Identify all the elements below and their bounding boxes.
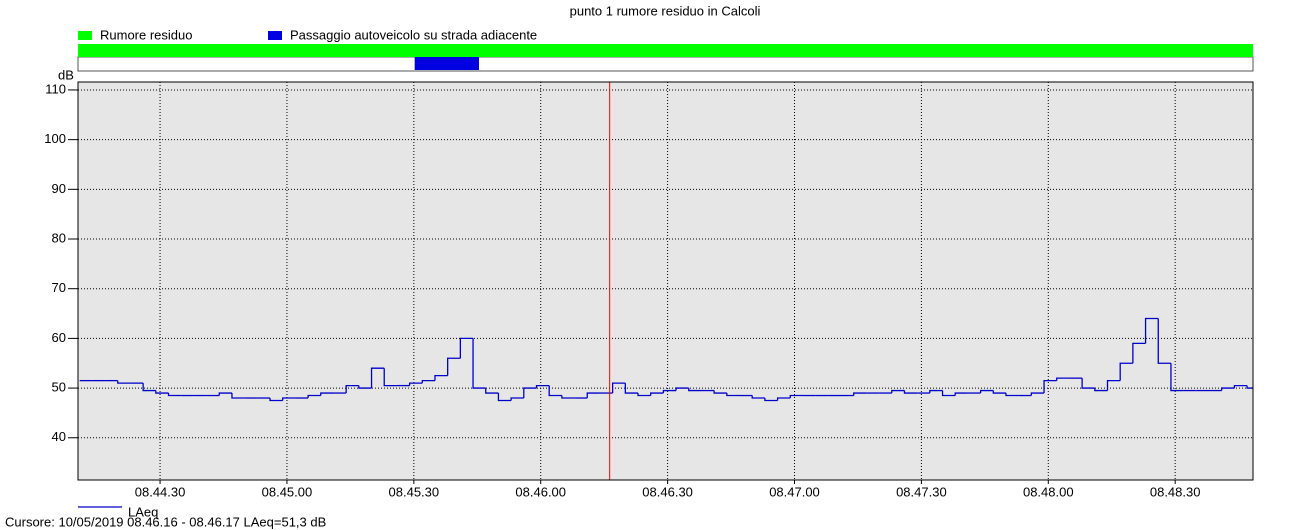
event-bar <box>78 44 1253 57</box>
chart-title: punto 1 rumore residuo in Calcoli <box>570 3 761 18</box>
line-step <box>1246 385 1253 389</box>
plot-area <box>77 81 1254 481</box>
line-step <box>586 392 600 399</box>
line-step <box>561 395 575 399</box>
line-step <box>358 385 372 389</box>
line-step <box>764 398 778 402</box>
line-step <box>891 389 905 394</box>
line-step <box>307 394 321 399</box>
line-step <box>1005 393 1019 397</box>
line-step <box>497 393 512 402</box>
line-step <box>535 384 550 389</box>
line-step <box>282 397 296 401</box>
legend-label: LAeq <box>128 504 158 519</box>
line-step <box>789 394 803 399</box>
line-step <box>434 375 448 381</box>
x-tick-label: 08.47.00 <box>769 484 820 499</box>
event-legend-swatch <box>78 31 92 40</box>
line-step <box>726 393 740 397</box>
line-step <box>167 393 182 397</box>
line-step <box>142 383 156 392</box>
line-step <box>751 395 765 399</box>
line-step <box>1119 362 1133 381</box>
line-step <box>218 392 232 396</box>
line-step <box>383 368 397 387</box>
line-step <box>320 392 334 396</box>
line-step <box>1144 317 1159 344</box>
line-step <box>688 388 702 392</box>
line-step <box>1233 384 1248 389</box>
line-step <box>421 379 435 384</box>
y-tick-label: 50 <box>52 380 66 395</box>
line-step <box>485 388 499 394</box>
y-tick-label: 70 <box>52 280 66 295</box>
line-step <box>1056 377 1070 381</box>
y-axis-label: dB <box>58 67 74 82</box>
line-step <box>472 338 486 389</box>
line-step <box>548 385 562 397</box>
y-tick-label: 100 <box>44 131 66 146</box>
cursor-label: Cursore: 10/05/2019 08.46.16 - 08.46.17 … <box>5 514 326 529</box>
line-step <box>954 392 968 396</box>
line-step <box>1081 378 1095 389</box>
y-tick-label: 40 <box>52 429 66 444</box>
event-legend-label: Passaggio autoveicolo su strada adiacent… <box>290 27 537 42</box>
line-step <box>459 337 474 359</box>
x-tick-label: 08.46.30 <box>642 484 693 499</box>
line-step <box>1030 392 1045 396</box>
line-step <box>776 397 791 401</box>
line-step <box>345 384 359 394</box>
line-step <box>637 393 651 397</box>
y-tick-label: 60 <box>52 330 66 345</box>
x-tick-label: 08.45.30 <box>389 484 440 499</box>
event-legend-label: Rumore residuo <box>100 27 193 42</box>
event-legend-swatch <box>268 31 282 40</box>
line-step <box>370 367 385 389</box>
y-tick-label: 90 <box>52 181 66 196</box>
y-tick-label: 110 <box>45 81 66 96</box>
line-step <box>853 392 867 396</box>
line-step <box>117 380 131 384</box>
x-tick-label: 08.48.00 <box>1023 484 1074 499</box>
x-tick-label: 08.47.30 <box>896 484 947 499</box>
line-step <box>662 389 677 394</box>
line-step <box>523 387 537 399</box>
line-step <box>713 390 727 394</box>
line-step <box>979 389 994 394</box>
x-tick-label: 08.46.00 <box>515 484 566 499</box>
line-step <box>1132 342 1146 364</box>
line-step <box>624 383 639 394</box>
line-step <box>510 397 524 401</box>
line-step <box>1221 387 1235 391</box>
event-row-box <box>77 56 1254 72</box>
line-step <box>1043 379 1057 394</box>
line-step <box>269 398 283 402</box>
line-step <box>675 387 689 391</box>
y-tick-label: 80 <box>52 230 66 245</box>
line-step <box>650 392 664 396</box>
line-step <box>155 390 169 394</box>
line-step <box>408 382 423 386</box>
line-step <box>1094 388 1108 392</box>
line-step <box>1157 318 1171 364</box>
event-bar <box>414 57 479 70</box>
line-step <box>929 389 943 394</box>
x-tick-label: 08.45.00 <box>262 484 313 499</box>
line-step <box>903 390 918 394</box>
line-step <box>1106 379 1121 391</box>
line-step <box>941 390 956 397</box>
line-step <box>1170 363 1184 392</box>
x-tick-label: 08.44.30 <box>135 484 186 499</box>
x-tick-label: 08.48.30 <box>1150 484 1201 499</box>
line-step <box>447 357 461 376</box>
plot-frame <box>77 81 1254 481</box>
line-step <box>611 382 626 394</box>
line-step <box>231 393 245 399</box>
line-step <box>992 390 1006 394</box>
